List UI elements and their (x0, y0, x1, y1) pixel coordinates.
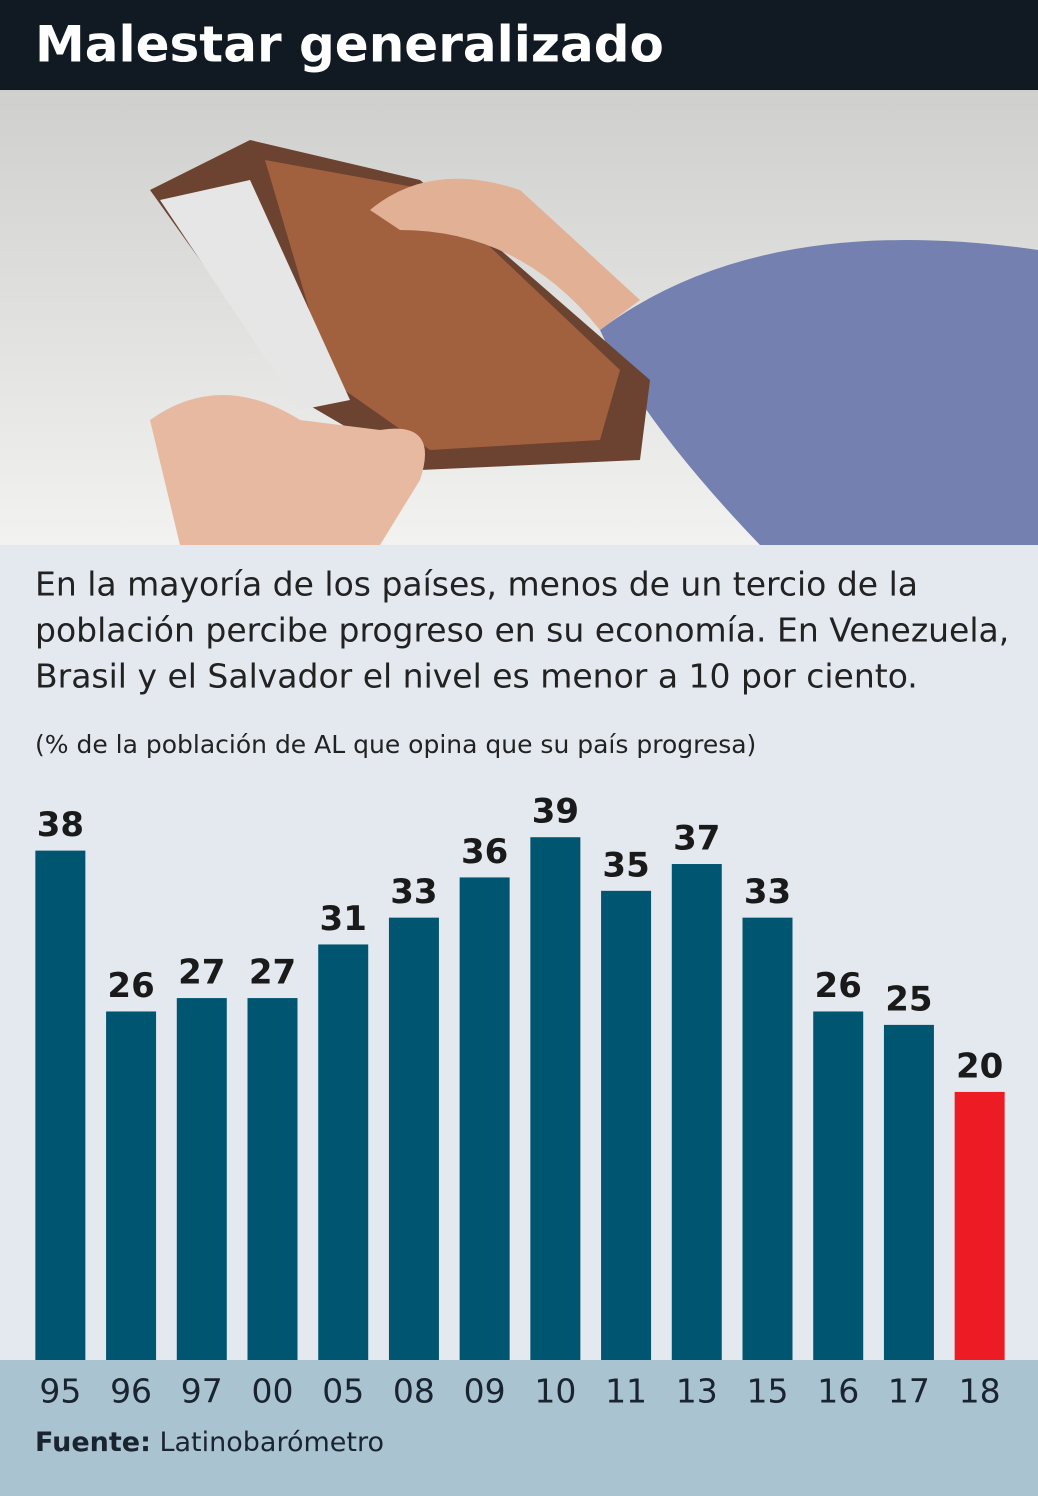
bar (742, 917, 793, 1360)
x-tick-label: 16 (817, 1372, 859, 1411)
value-label: 33 (744, 872, 791, 912)
bar (601, 890, 652, 1360)
value-label: 27 (178, 953, 225, 993)
value-label: 33 (390, 872, 437, 912)
bar (954, 1091, 1005, 1360)
x-tick-label: 11 (605, 1372, 647, 1411)
x-tick-label: 00 (252, 1372, 294, 1411)
photo (0, 90, 1038, 545)
description-line: población percibe progreso en su economí… (35, 611, 1009, 650)
x-tick-label: 08 (393, 1372, 435, 1411)
value-label: 37 (673, 819, 720, 859)
value-label: 27 (249, 953, 296, 993)
value-label: 39 (532, 792, 579, 832)
source-text: Latinobarómetro (159, 1427, 384, 1458)
x-tick-label: 09 (464, 1372, 506, 1411)
value-label: 35 (602, 845, 649, 885)
x-tick-label: 18 (959, 1372, 1001, 1411)
source-label: Fuente: (35, 1427, 151, 1458)
chart-title: Malestar generalizado (35, 16, 664, 74)
x-tick-label: 97 (181, 1372, 223, 1411)
description-line: En la mayoría de los países, menos de un… (35, 565, 918, 604)
bar (388, 917, 439, 1360)
axis-band (0, 1360, 1038, 1496)
source: Fuente: Latinobarómetro (35, 1427, 384, 1458)
x-tick-label: 13 (676, 1372, 718, 1411)
x-tick-label: 96 (110, 1372, 152, 1411)
bar (35, 850, 86, 1360)
bar (530, 837, 581, 1360)
bar (459, 877, 510, 1360)
x-tick-label: 10 (534, 1372, 576, 1411)
value-label: 20 (956, 1046, 1003, 1086)
bar (106, 1011, 157, 1360)
x-tick-label: 05 (322, 1372, 364, 1411)
note: (% de la población de AL que opina que s… (35, 730, 756, 759)
x-tick-label: 17 (888, 1372, 930, 1411)
value-label: 26 (815, 966, 862, 1006)
description-line: Brasil y el Salvador el nivel es menor a… (35, 657, 918, 696)
value-label: 31 (320, 899, 367, 939)
bar (671, 864, 722, 1360)
value-label: 36 (461, 832, 508, 872)
value-label: 25 (885, 979, 932, 1019)
bar (883, 1024, 934, 1360)
bar (813, 1011, 864, 1360)
bar (176, 998, 227, 1360)
x-tick-label: 95 (39, 1372, 81, 1411)
value-label: 26 (107, 966, 154, 1006)
x-tick-label: 15 (747, 1372, 789, 1411)
chart-panel (0, 545, 1038, 1360)
value-label: 38 (37, 805, 84, 845)
bar (318, 944, 369, 1360)
title-bar (0, 0, 1038, 90)
bar (247, 998, 298, 1360)
